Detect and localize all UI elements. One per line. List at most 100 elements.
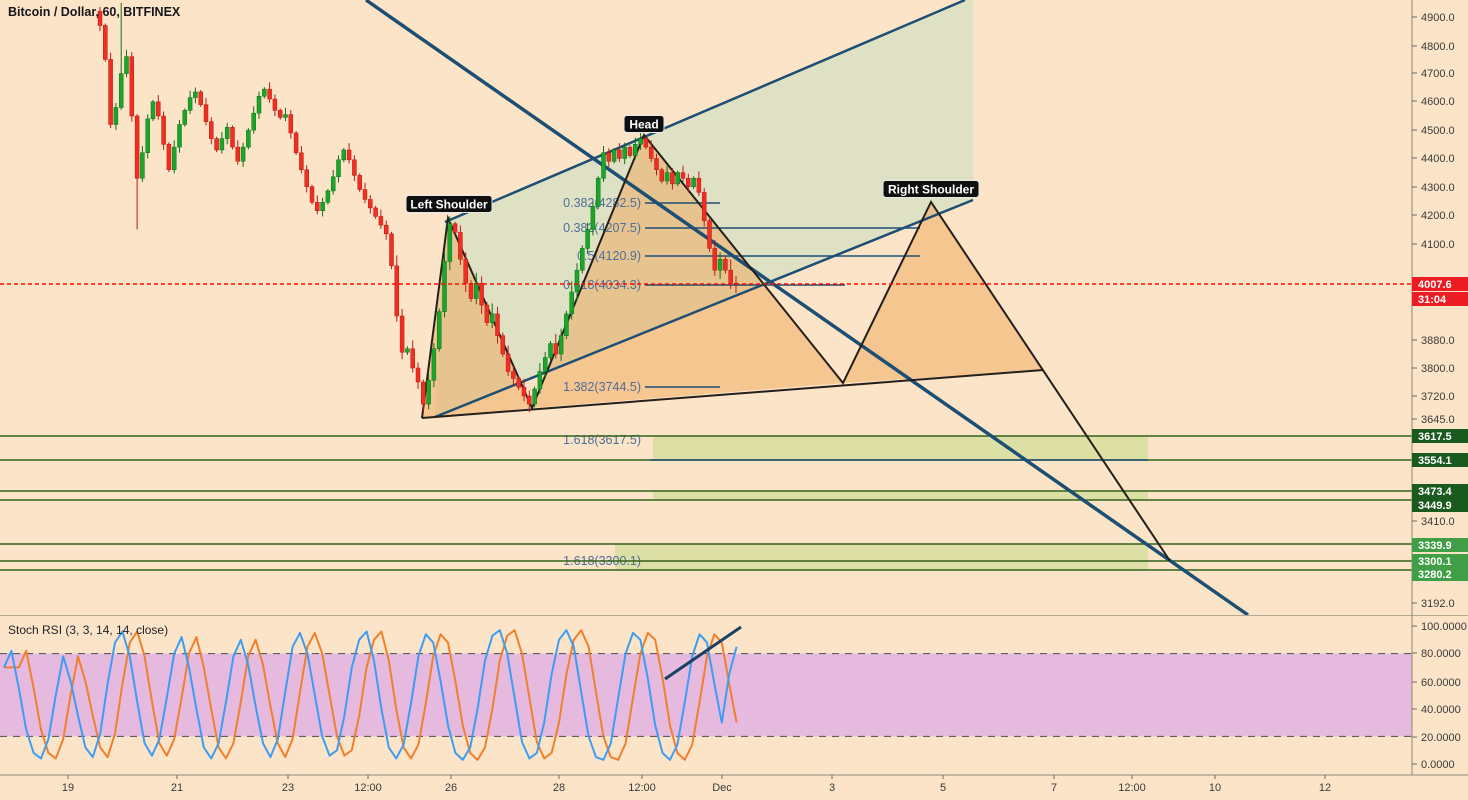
price-tick-label[interactable]: 40.0000 [1421,704,1461,716]
candle-body [156,101,161,117]
time-tick-label[interactable]: 5 [940,782,946,794]
time-tick-label[interactable]: 12:00 [354,782,382,794]
channel-upper-line[interactable] [444,0,966,224]
price-tick-label[interactable]: 100.0000 [1421,621,1467,633]
candle-body [511,371,516,379]
time-tick-label[interactable]: 21 [171,782,183,794]
candle-body [664,172,670,182]
candle-body [505,353,511,372]
price-marker-box[interactable] [1412,484,1468,498]
price-marker-label: 3280.2 [1418,569,1452,581]
candle-body [198,91,203,105]
candle-body [134,115,140,179]
price-tick-label[interactable]: 80.0000 [1421,648,1461,660]
candle-body [272,98,278,111]
candle-body [638,138,643,145]
price-marker-box[interactable] [1412,538,1468,552]
price-tick-label[interactable]: 3645.0 [1421,414,1455,426]
time-tick-label[interactable]: 28 [553,782,565,794]
price-tick-label[interactable]: 3192.0 [1421,598,1455,610]
candle-body [468,283,474,299]
candle-body [696,177,702,193]
price-tick-label[interactable]: 4800.0 [1421,41,1455,53]
time-tick-label[interactable]: 23 [282,782,294,794]
price-tick-label[interactable]: 3720.0 [1421,391,1455,403]
price-tick-label[interactable]: 4400.0 [1421,153,1455,165]
neckline[interactable] [421,369,1044,419]
candle-body [516,378,521,388]
time-tick-label[interactable]: 12:00 [1118,782,1146,794]
pattern-label-text: Left Shoulder [410,198,488,212]
candle-body [320,202,325,212]
stoch-rsi-k-line [3,629,738,761]
price-tick-label[interactable]: 3880.0 [1421,335,1455,347]
candle-body [325,190,331,203]
fib-level-label[interactable]: 0.382(4282.5) [563,196,641,210]
channel-lower-line[interactable] [434,198,974,419]
candle-body [277,110,283,118]
price-marker-label: 4007.6 [1418,279,1452,291]
time-tick-label[interactable]: 7 [1051,782,1057,794]
time-tick-label[interactable]: 10 [1209,782,1221,794]
price-marker-box[interactable] [1412,429,1468,443]
price-tick-label[interactable]: 60.0000 [1421,677,1461,689]
price-tick-label[interactable]: 4600.0 [1421,96,1455,108]
price-tick-label[interactable]: 4700.0 [1421,68,1455,80]
pattern-label-box[interactable] [882,180,980,198]
time-tick-label[interactable]: 12 [1319,782,1331,794]
price-tick-label[interactable]: 4500.0 [1421,125,1455,137]
price-marker-label: 3554.1 [1418,455,1452,467]
price-marker-box[interactable] [1412,554,1468,568]
price-tick-label[interactable]: 3800.0 [1421,363,1455,375]
price-marker-box[interactable] [1412,498,1468,512]
candle-body [489,313,495,323]
fib-level-label[interactable]: 1.618(3617.5) [563,433,641,447]
time-tick-label[interactable]: Dec [712,782,732,794]
candle-body [373,207,378,217]
price-tick-label[interactable]: 4100.0 [1421,239,1455,251]
price-tick-label[interactable]: 4200.0 [1421,210,1455,222]
candle-body [182,110,188,125]
head-shoulders-path[interactable] [421,133,1171,562]
price-tick-label[interactable]: 20.0000 [1421,732,1461,744]
price-marker-box[interactable] [1412,292,1468,306]
indicator-title[interactable]: Stoch RSI (3, 3, 14, 14, close) [8,623,168,637]
time-tick-label[interactable]: 26 [445,782,457,794]
price-tick-label[interactable]: 4900.0 [1421,12,1455,24]
candle-body [336,159,341,178]
hs-triangle-fill[interactable] [532,135,843,408]
pattern-label-box[interactable] [405,195,493,213]
candle-body [479,283,484,306]
candle-body [442,261,447,312]
downtrend-line[interactable] [364,0,1250,617]
time-tick-label[interactable]: 12:00 [628,782,656,794]
price-marker-box[interactable] [1412,277,1468,291]
time-tick-label[interactable]: 19 [62,782,74,794]
candle-body [166,144,172,170]
candle-body [383,224,389,235]
candle-body [410,348,415,369]
target-band[interactable] [615,544,1148,570]
fib-level-label[interactable]: 1.382(3744.5) [563,380,641,394]
time-tick-label[interactable]: 3 [829,782,835,794]
price-tick-label[interactable]: 0.0000 [1421,759,1455,771]
candle-body [452,223,458,233]
price-marker-box[interactable] [1412,453,1468,467]
candle-body [627,146,633,156]
candle-body [691,177,696,187]
rsi-trendline[interactable] [664,625,742,681]
fib-level-label[interactable]: 0.382(4207.5) [563,221,641,235]
target-band[interactable] [653,491,1148,500]
price-marker-box[interactable] [1412,567,1468,581]
pattern-label-box[interactable] [623,115,665,133]
candle-body [209,121,214,139]
fib-level-label[interactable]: 0.618(4034.3) [563,278,641,292]
target-band[interactable] [653,436,1148,460]
fib-level-label[interactable]: 0.5(4120.9) [577,249,641,263]
candle-body [283,114,288,118]
price-tick-label[interactable]: 4300.0 [1421,182,1455,194]
symbol-title[interactable]: Bitcoin / Dollar, 60, BITFINEX [8,5,181,19]
price-tick-label[interactable]: 3410.0 [1421,516,1455,528]
hs-triangle-fill[interactable] [843,202,1043,383]
